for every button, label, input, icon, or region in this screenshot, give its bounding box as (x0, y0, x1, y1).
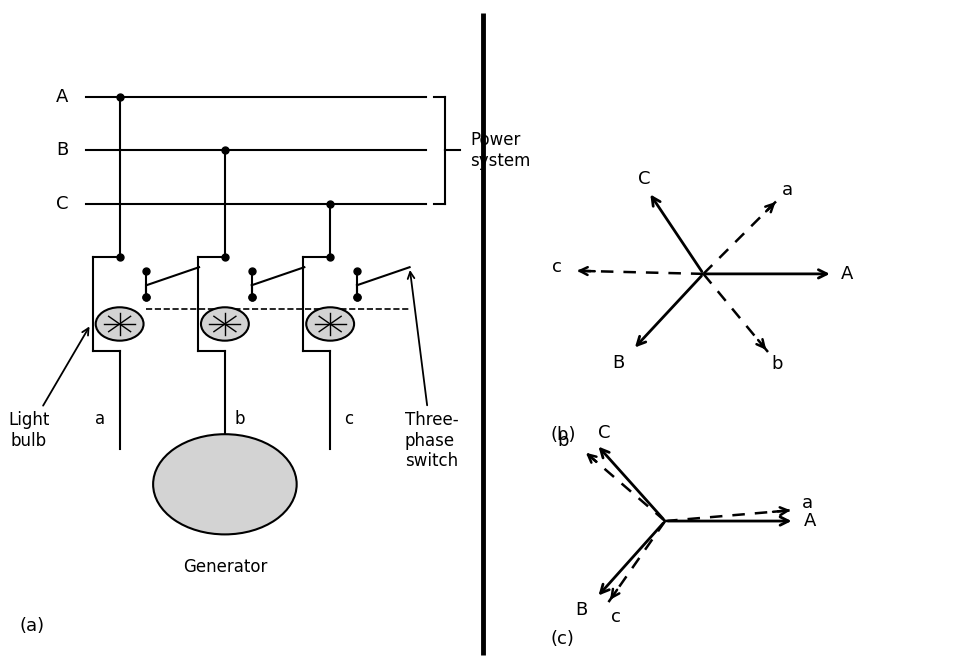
Circle shape (201, 307, 249, 341)
Circle shape (306, 307, 354, 341)
Text: C: C (56, 195, 69, 212)
Text: c: c (345, 409, 354, 428)
Text: a: a (96, 409, 105, 428)
Text: B: B (575, 601, 588, 619)
Text: a: a (782, 181, 792, 199)
Text: Power
system: Power system (470, 131, 530, 170)
Text: A: A (804, 512, 815, 530)
Text: Generator: Generator (183, 558, 267, 576)
Text: c: c (552, 259, 562, 277)
Text: C: C (637, 170, 650, 188)
Text: (b): (b) (550, 426, 576, 444)
Circle shape (96, 307, 144, 341)
Text: b: b (234, 409, 245, 428)
Text: (a): (a) (19, 617, 44, 635)
Text: C: C (598, 424, 611, 442)
Text: A: A (56, 88, 68, 106)
Text: b: b (557, 432, 568, 450)
Text: b: b (771, 355, 784, 373)
Text: B: B (56, 142, 68, 159)
Text: Light
bulb: Light bulb (8, 328, 88, 450)
Text: Three-
phase
switch: Three- phase switch (405, 272, 458, 470)
Text: B: B (612, 354, 625, 372)
Text: (c): (c) (550, 630, 574, 648)
Text: c: c (612, 608, 621, 626)
Text: a: a (802, 494, 813, 512)
Text: A: A (841, 265, 853, 283)
Circle shape (153, 434, 297, 534)
